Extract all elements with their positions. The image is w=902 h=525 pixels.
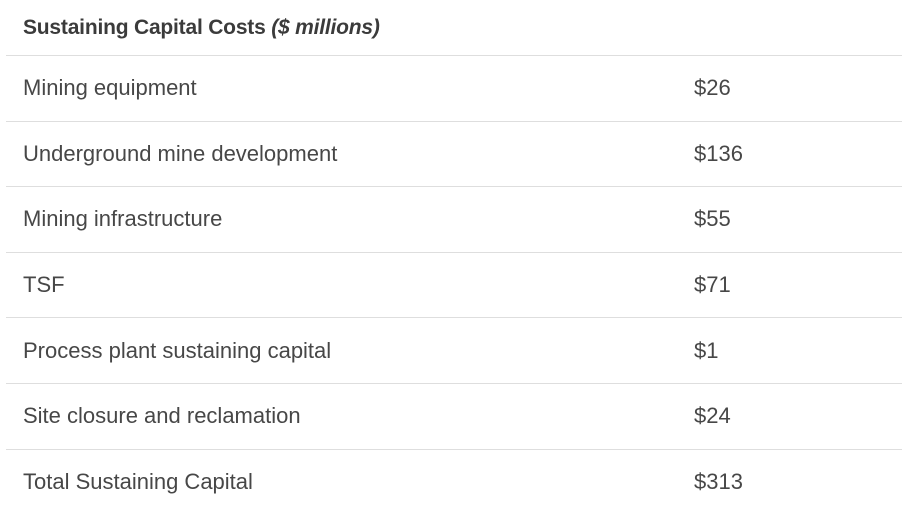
row-label: Underground mine development [23, 140, 338, 166]
row-value: $136 [694, 140, 743, 166]
table-row: Mining equipment $26 [6, 56, 902, 122]
table-title: Sustaining Capital Costs ($ millions) [23, 16, 380, 40]
row-value: $313 [694, 469, 743, 495]
capital-costs-table: Sustaining Capital Costs ($ millions) Mi… [6, 0, 902, 515]
row-label: Site closure and reclamation [23, 403, 301, 429]
row-value: $26 [694, 75, 731, 101]
row-value: $24 [694, 403, 731, 429]
table-row: Site closure and reclamation $24 [6, 384, 902, 450]
row-label: Process plant sustaining capital [23, 337, 332, 363]
table-title-unit: ($ millions) [271, 15, 380, 39]
row-value: $55 [694, 206, 731, 232]
row-label: Total Sustaining Capital [23, 469, 253, 495]
table-row: Process plant sustaining capital $1 [6, 318, 902, 384]
table-row: TSF $71 [6, 253, 902, 319]
table-row: Mining infrastructure $55 [6, 187, 902, 253]
row-value: $71 [694, 272, 731, 298]
row-label: Mining infrastructure [23, 206, 223, 232]
row-label: TSF [23, 272, 65, 298]
table-row: Underground mine development $136 [6, 122, 902, 188]
row-value: $1 [694, 337, 719, 363]
table-title-text: Sustaining Capital Costs [23, 15, 266, 39]
row-label: Mining equipment [23, 75, 197, 101]
table-header: Sustaining Capital Costs ($ millions) [6, 0, 902, 56]
table-row-total: Total Sustaining Capital $313 [6, 450, 902, 516]
